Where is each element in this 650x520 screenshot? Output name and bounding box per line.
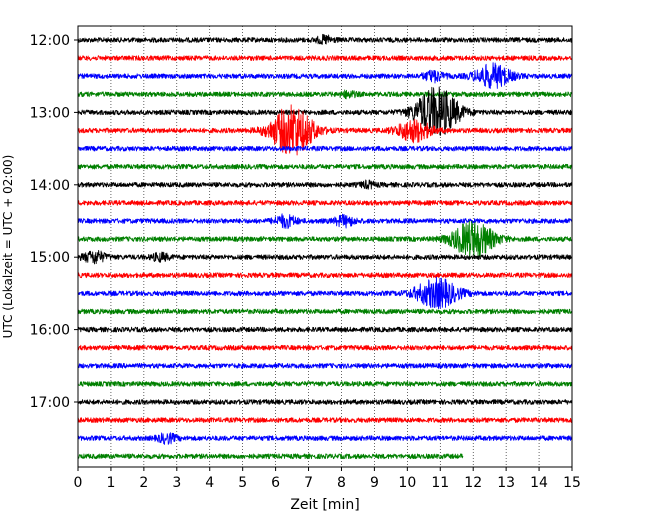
seismogram-trace xyxy=(77,326,573,333)
x-tick-label: 8 xyxy=(337,475,346,491)
x-tick-label: 1 xyxy=(106,475,115,491)
y-axis-label: UTC (Lokalzeit = UTC + 02:00) xyxy=(1,155,15,339)
seismogram-trace xyxy=(77,179,573,190)
x-tick-label: 7 xyxy=(304,475,313,491)
seismogram-trace xyxy=(77,86,573,136)
seismogram-trace xyxy=(77,220,573,259)
seismogram-trace xyxy=(77,213,573,230)
seismogram-trace xyxy=(77,145,573,152)
x-tick-label: 12 xyxy=(464,475,482,491)
x-tick-label: 10 xyxy=(398,475,416,491)
seismogram-trace xyxy=(77,89,573,100)
x-tick-label: 15 xyxy=(563,475,581,491)
seismogram-trace xyxy=(77,272,573,279)
seismogram-trace xyxy=(77,453,464,460)
x-tick-label: 13 xyxy=(497,475,515,491)
seismogram-trace xyxy=(77,276,572,310)
x-tick-label: 14 xyxy=(530,475,548,491)
seismogram-trace xyxy=(77,33,573,45)
x-tick-label: 2 xyxy=(139,475,148,491)
seismogram-trace xyxy=(77,62,573,89)
seismogram-trace xyxy=(77,308,573,315)
seismogram-trace xyxy=(77,250,573,265)
y-tick-label: 14:00 xyxy=(30,178,70,194)
y-tick-label: 13:00 xyxy=(30,105,70,121)
x-tick-label: 0 xyxy=(74,475,83,491)
seismogram-trace xyxy=(77,432,573,445)
y-axis: 12:00 13:00 14:00 15:00 16:00 17:00 xyxy=(30,33,78,411)
plot-frame xyxy=(77,25,573,468)
seismogram-trace xyxy=(77,344,573,351)
seismogram-trace xyxy=(77,417,573,423)
x-axis: 0 1 2 3 4 5 6 7 8 9 10 11 12 13 14 15 xyxy=(74,467,581,491)
seismogram-traces xyxy=(77,33,573,460)
seismogram-trace xyxy=(77,362,573,369)
x-tick-label: 5 xyxy=(238,475,247,491)
y-tick-label: 15:00 xyxy=(30,250,70,266)
y-tick-label: 16:00 xyxy=(30,323,70,339)
x-axis-label: Zeit [min] xyxy=(290,497,359,513)
seismogram-trace xyxy=(77,381,573,387)
seismogram-trace xyxy=(77,399,573,405)
seismogram-trace xyxy=(77,200,573,206)
seismogram-trace xyxy=(77,104,573,156)
seismogram-trace xyxy=(77,55,573,61)
x-tick-label: 3 xyxy=(172,475,181,491)
x-tick-label: 6 xyxy=(271,475,280,491)
seismogram-trace xyxy=(77,163,573,170)
y-tick-label: 17:00 xyxy=(30,395,70,411)
x-tick-label: 11 xyxy=(431,475,449,491)
x-tick-label: 4 xyxy=(205,475,214,491)
y-tick-label: 12:00 xyxy=(30,33,70,49)
x-tick-label: 9 xyxy=(370,475,379,491)
